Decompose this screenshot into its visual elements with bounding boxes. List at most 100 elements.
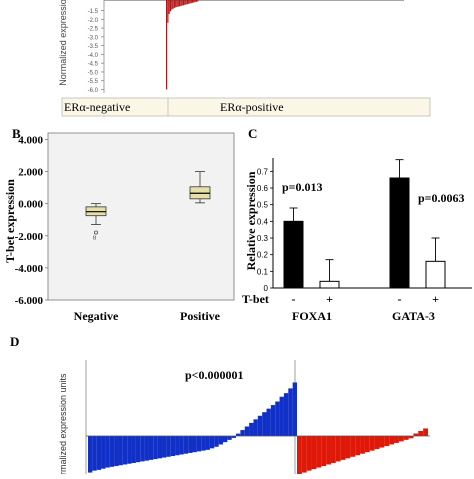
panel-c-tbet-sign: +	[432, 292, 439, 306]
panel-d-bar-red	[297, 436, 302, 475]
panel-d-bar-red	[316, 436, 322, 468]
panel-c-categories: FOXA1 GATA-3	[292, 309, 435, 323]
panel-a-ylabel: Normalized expression	[58, 0, 68, 86]
panel-d-bar-blue	[144, 436, 149, 461]
panel-c-tick-label: 0.6	[257, 184, 269, 193]
panel-c-tick-label: 0.3	[257, 234, 269, 243]
panel-d-bar-red	[384, 436, 390, 447]
panel-d-bar-blue	[122, 436, 128, 465]
panel-d-bar-red	[340, 436, 346, 460]
panel-b-categories: Negative Positive	[74, 309, 221, 323]
panel-a-bar	[175, 0, 177, 8]
panel-a-bar	[166, 0, 168, 90]
panel-d-bar-blue	[157, 436, 163, 459]
panel-d-bar-red	[374, 436, 380, 450]
panel-a-tick-label: -4.5	[88, 62, 99, 68]
panel-a-bar	[167, 0, 169, 23]
panel-a-bar	[197, 0, 199, 2]
panel-a-group-negative: ERα-negative	[64, 100, 130, 114]
panel-b-tick-label: -4.000	[15, 263, 44, 275]
panel-c-bar	[389, 177, 410, 289]
panel-d-bar-blue	[153, 436, 158, 460]
panel-a-bar	[179, 0, 181, 7]
panel-d-bar-blue	[240, 430, 245, 436]
panel-d-bar-blue	[279, 396, 284, 436]
panel-a-bar	[186, 0, 188, 5]
panel-d-bar-red	[335, 436, 341, 462]
panel-b-outlier	[94, 230, 98, 235]
panel-a-tick-label: -4.0	[88, 53, 99, 59]
panel-d-bar-blue	[257, 415, 263, 436]
panel-c-tick-label: 0	[264, 284, 269, 293]
panel-b-category-label: Negative	[74, 309, 119, 323]
panel-a-bar	[176, 0, 178, 8]
panel-a-bar	[195, 0, 198, 2]
panel-d-bar-blue	[244, 426, 250, 436]
panel-d-bar-blue	[170, 436, 176, 457]
panel-a-tick-label: -2.0	[88, 18, 99, 24]
panel-a-bar	[185, 0, 187, 5]
panel-d-bar-blue	[231, 436, 237, 438]
panel-a-bar	[171, 0, 173, 10]
panel-a-bar	[169, 0, 172, 12]
panel-d-bar-red	[418, 430, 424, 436]
panel-d: D Normalized expression units p<0.000001	[0, 330, 474, 479]
panel-a-bar	[192, 0, 194, 3]
panel-a-y-ticks: -1.5 -2.0 -2.5 -3.0 -3.5 -4.0 -4.5 -5.0 -5.5 -6.0	[88, 9, 104, 94]
panel-d-bar-blue	[105, 436, 110, 468]
panel-b-boxes: 8	[85, 171, 211, 242]
panel-c: C Relative expression 0 0.1 0.2 0.3 0.4 0.5 0.…	[240, 118, 474, 340]
panel-d-ylabel: Normalized expression units	[58, 373, 68, 474]
panel-c-annotations: p=0.013 p=0.0063	[282, 180, 465, 205]
panel-c-tbet-signs: - + - +	[292, 292, 440, 306]
panel-d-bar-red	[423, 428, 428, 436]
panel-d-bar-red	[301, 436, 307, 473]
panel-c-pvalue-foxa1: p=0.013	[282, 180, 323, 194]
panel-c-tick-label: 0.7	[257, 167, 269, 176]
panel-d-bar-red	[413, 433, 419, 436]
panel-d-bar-blue	[162, 436, 167, 458]
panel-a-tick-label: -1.5	[88, 9, 99, 15]
panel-d-bar-blue	[288, 388, 293, 436]
panel-d-bar-red	[389, 436, 395, 445]
panel-d-bar-blue	[209, 436, 215, 449]
panel-d-bar-red	[398, 436, 404, 442]
panel-d-bar-red	[364, 436, 370, 453]
panel-a-tick-label: -2.5	[88, 27, 99, 33]
panel-c-bars	[283, 159, 446, 289]
panel-d-bar-blue	[292, 382, 297, 436]
panel-b-category-label: Positive	[180, 309, 221, 323]
panel-d-bar-blue	[222, 436, 228, 443]
panel-b-tick-label: -2.000	[15, 231, 44, 243]
panel-d-bar-blue	[188, 436, 193, 453]
panel-a-group-positive: ERα-positive	[220, 100, 284, 114]
panel-d-bar-blue	[96, 436, 102, 470]
panel-d-bar-red	[311, 436, 317, 470]
panel-a-tick-label: -6.0	[88, 88, 99, 94]
panel-d-bar-blue	[266, 408, 271, 436]
panel-d-bar-blue	[192, 436, 197, 453]
panel-c-y-ticks: 0 0.1 0.2 0.3 0.4 0.5 0.6 0.7	[257, 167, 273, 293]
panel-d-bar-blue	[227, 436, 232, 440]
panel-d-bar-blue	[109, 436, 115, 467]
panel-c-category-label: GATA-3	[392, 309, 435, 323]
panel-a-bar	[168, 0, 170, 15]
panel-b-outlier-label: 8	[93, 236, 96, 242]
panel-a-bar	[172, 0, 174, 9]
panel-a: Normalized expression -1.5 -2.0 -2.5 -3.0 -3…	[0, 0, 474, 118]
panel-d-bar-red	[306, 436, 312, 471]
panel-c-pvalue-gata3: p=0.0063	[418, 191, 465, 205]
panel-d-bar-blue	[179, 436, 184, 455]
panel-d-bar-red	[345, 436, 351, 459]
panel-d-annotation: p<0.000001	[185, 368, 244, 382]
panel-d-bar-blue	[270, 405, 276, 436]
panel-d-bar-red	[350, 436, 356, 457]
panel-d-bar-blue	[166, 436, 171, 457]
panel-a-tick-label: -3.5	[88, 44, 99, 50]
panel-d-bar-blue	[135, 436, 141, 463]
panel-a-bars	[166, 0, 199, 90]
panel-c-bar	[319, 280, 340, 289]
panel-c-tbet-sign: -	[398, 292, 402, 306]
panel-a-group-strip	[61, 97, 431, 117]
panel-d-bar-blue	[249, 422, 254, 436]
